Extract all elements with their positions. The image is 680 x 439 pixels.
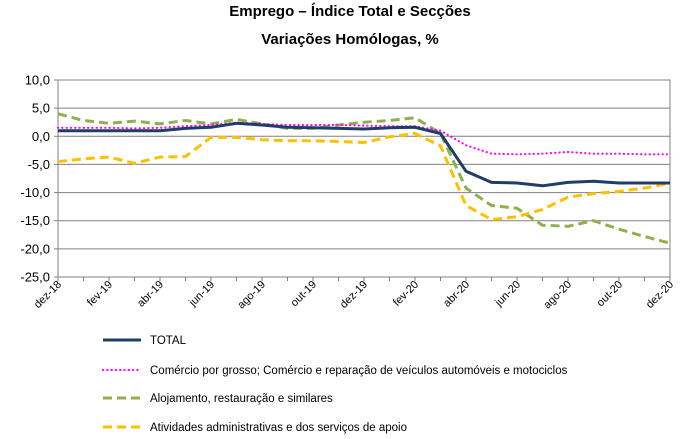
series-line-2	[57, 112, 671, 245]
x-tick-label: fev-20	[391, 279, 421, 309]
x-axis: dez-18 fev-19 abr-19 jun-19 ago-19 out-19 dez-…	[32, 277, 676, 311]
legend-label-2: Alojamento, restauração e similares	[150, 393, 333, 405]
legend-label-3: Atividades administrativas e dos serviço…	[150, 422, 407, 434]
gridlines	[58, 79, 670, 278]
chart-title: Emprego – Índice Total e Secções	[229, 3, 470, 20]
y-tick-label: -25,0	[20, 270, 50, 285]
x-tick-label: fev-19	[85, 279, 115, 309]
y-tick-label: 5,0	[32, 101, 50, 116]
y-tick-label: -5,0	[28, 157, 50, 172]
x-tick-label: dez-19	[338, 279, 370, 311]
chart-subtitle: Variações Homólogas, %	[261, 31, 439, 48]
y-tick-label: 0,0	[32, 129, 50, 144]
x-tick-label: jun-19	[186, 279, 217, 310]
x-tick-label: out-19	[289, 279, 320, 310]
x-tick-label: jun-20	[492, 279, 523, 310]
series-line-3	[57, 132, 671, 222]
y-tick-label: -10,0	[20, 185, 50, 200]
x-tick-label: out-20	[595, 279, 626, 310]
legend-label-1: Comércio por grosso; Comércio e reparaçã…	[150, 365, 568, 377]
plot-area-frame	[57, 79, 671, 278]
y-tick-label: 10,0	[25, 73, 50, 88]
y-axis: 10,0 5,0 0,0 -5,0 -10,0 -15,0 -20,0 -25,0	[20, 73, 58, 285]
x-tick-label: abr-19	[135, 279, 166, 310]
x-tick-label: ago-19	[235, 279, 268, 312]
y-tick-label: -20,0	[20, 241, 50, 256]
x-tick-label: abr-20	[441, 279, 472, 310]
y-tick-label: -15,0	[20, 213, 50, 228]
x-tick-label: dez-20	[644, 279, 676, 311]
legend: TOTAL Comércio por grosso; Comércio e rep…	[101, 335, 568, 434]
x-tick-label: ago-20	[541, 279, 574, 312]
legend-label-0: TOTAL	[150, 335, 187, 347]
series-line-1	[56, 121, 672, 156]
series-lines	[56, 112, 672, 245]
series-line-0	[58, 121, 670, 188]
